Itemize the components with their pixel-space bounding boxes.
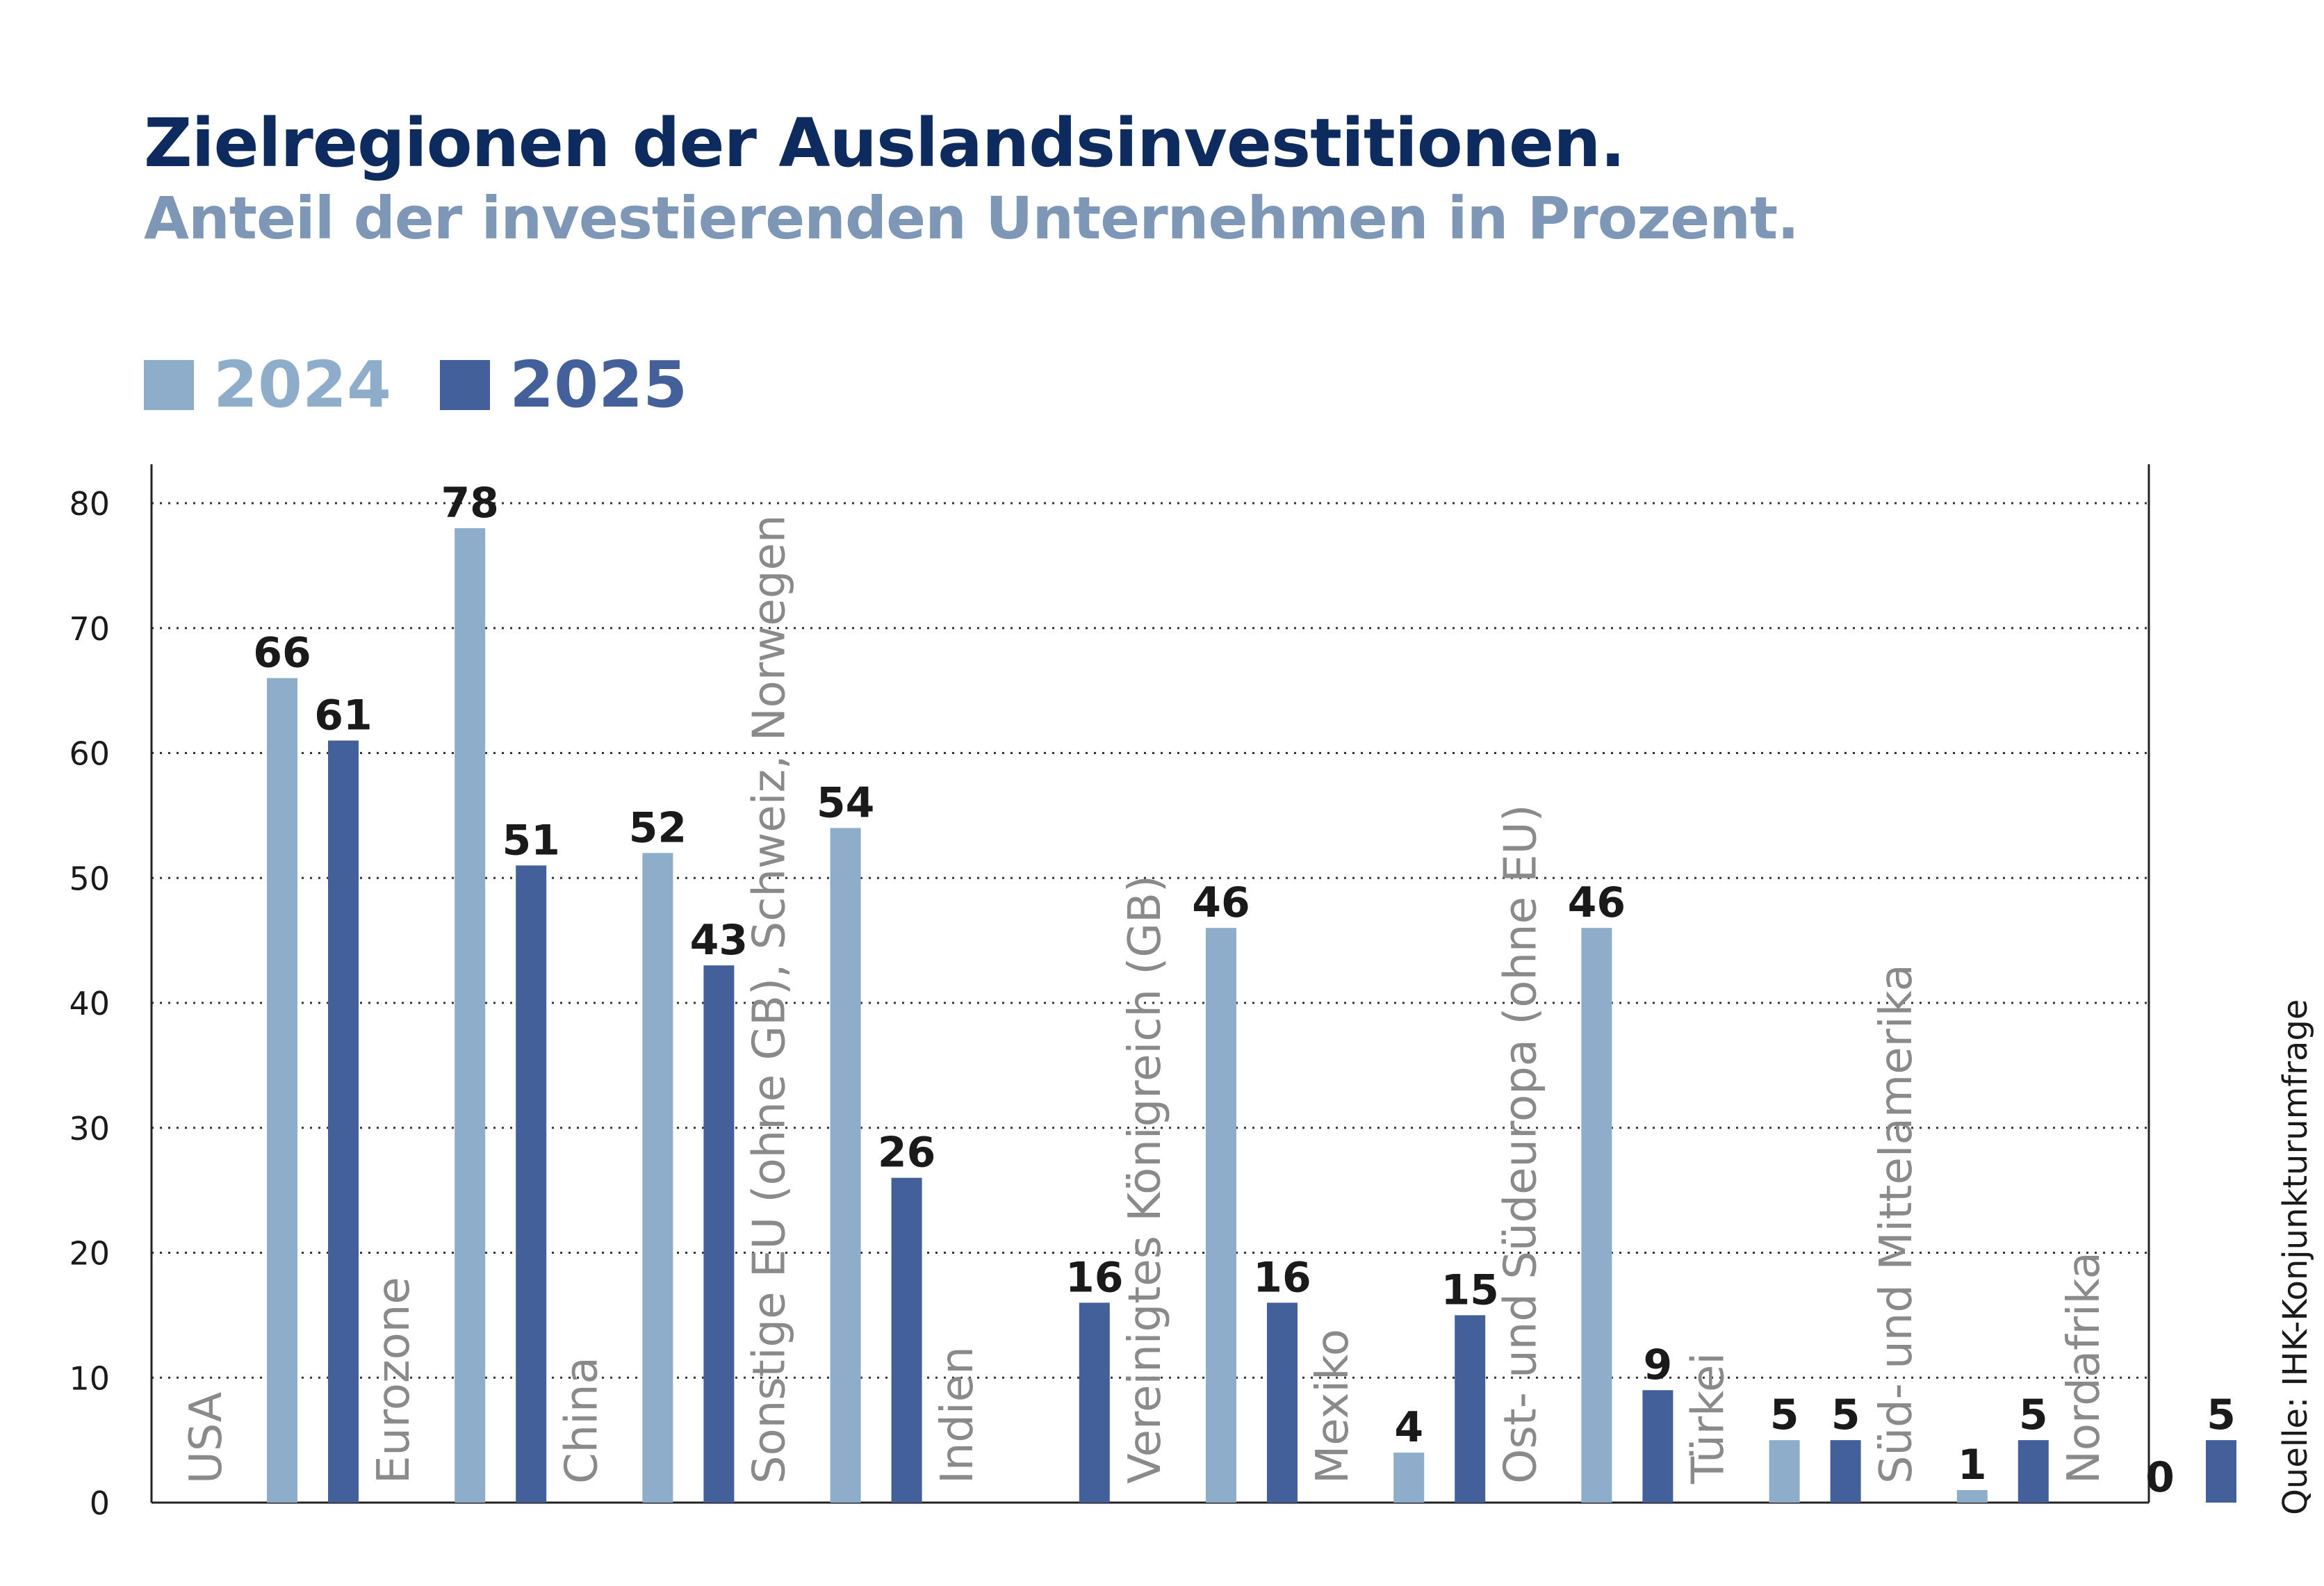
data-label: 51 bbox=[502, 816, 560, 865]
category-label: Sonstige EU (ohne GB), Schweiz, Norwegen bbox=[744, 515, 796, 1484]
bar-2024 bbox=[1581, 928, 1612, 1503]
category-label: Eurozone bbox=[368, 1277, 420, 1484]
bar-2025 bbox=[2018, 1440, 2049, 1503]
legend-swatch-2024 bbox=[144, 359, 194, 410]
bar-2025 bbox=[1079, 1302, 1110, 1503]
bar-2025 bbox=[1642, 1390, 1674, 1503]
category-label: Indien bbox=[932, 1346, 983, 1484]
data-label: 5 bbox=[2207, 1391, 2236, 1439]
y-tick-label: 80 bbox=[69, 485, 110, 523]
category-label: USA bbox=[181, 1391, 232, 1484]
data-label: 43 bbox=[690, 916, 748, 965]
category-label: Mexiko bbox=[1307, 1329, 1359, 1484]
data-label: 9 bbox=[1644, 1341, 1673, 1389]
data-label: 15 bbox=[1441, 1266, 1499, 1314]
data-label: 61 bbox=[314, 692, 373, 740]
legend-swatch-2025 bbox=[440, 359, 491, 410]
bar-2024 bbox=[1206, 928, 1236, 1503]
y-tick-label: 50 bbox=[69, 860, 110, 897]
data-label: 52 bbox=[629, 803, 687, 852]
bar-2024 bbox=[1769, 1440, 1800, 1503]
y-tick-label: 60 bbox=[69, 735, 110, 773]
y-tick-label: 30 bbox=[69, 1110, 110, 1147]
data-label: 0 bbox=[2145, 1453, 2175, 1502]
bar-2024 bbox=[1956, 1490, 1988, 1503]
bar-2025 bbox=[1267, 1302, 1298, 1503]
data-label: 66 bbox=[253, 629, 311, 678]
legend-label-2024: 2024 bbox=[213, 348, 392, 422]
category-label: Vereinigtes Königreich (GB) bbox=[1120, 875, 1171, 1484]
y-tick-label: 40 bbox=[69, 985, 110, 1022]
category-label: Türkei bbox=[1683, 1352, 1735, 1485]
data-label: 1 bbox=[1958, 1441, 1987, 1489]
y-tick-label: 0 bbox=[90, 1485, 110, 1522]
category-label: Süd- und Mittelamerika bbox=[1871, 964, 1922, 1484]
y-tick-label: 10 bbox=[69, 1359, 110, 1397]
data-label: 46 bbox=[1192, 878, 1250, 927]
bar-2024 bbox=[642, 853, 673, 1503]
bar-2025 bbox=[328, 740, 359, 1503]
bar-2024 bbox=[1393, 1453, 1425, 1503]
bar-2025 bbox=[2206, 1440, 2236, 1503]
data-label: 46 bbox=[1568, 878, 1626, 927]
bar-2025 bbox=[703, 965, 735, 1503]
category-label: Ost- und Südeuropa (ohne EU) bbox=[1495, 804, 1546, 1484]
bar-2024 bbox=[830, 828, 861, 1503]
data-label: 16 bbox=[1065, 1253, 1124, 1302]
data-label: 26 bbox=[878, 1129, 936, 1177]
source-note: Quelle: IHK-Konjunkturumfrage bbox=[2276, 999, 2315, 1515]
bar-2025 bbox=[1455, 1315, 1486, 1503]
chart-subtitle: Anteil der investierenden Unternehmen in… bbox=[144, 184, 1799, 252]
chart-title: Zielregionen der Auslandsinvestitionen. bbox=[144, 104, 1626, 182]
bar-2025 bbox=[1830, 1440, 1861, 1503]
legend-label-2025: 2025 bbox=[509, 348, 688, 422]
data-label: 5 bbox=[1831, 1391, 1860, 1439]
data-label: 78 bbox=[441, 479, 499, 528]
data-label: 54 bbox=[817, 778, 875, 827]
y-tick-label: 70 bbox=[69, 610, 110, 648]
bar-2024 bbox=[455, 528, 486, 1503]
legend: 2024 2025 bbox=[144, 348, 736, 422]
y-tick-label: 20 bbox=[69, 1235, 110, 1273]
data-label: 4 bbox=[1394, 1403, 1423, 1452]
legend-item-2025: 2025 bbox=[440, 348, 687, 422]
data-label: 5 bbox=[2019, 1391, 2048, 1439]
category-label: Nordafrika bbox=[2059, 1252, 2110, 1484]
bar-2025 bbox=[891, 1177, 922, 1503]
bar-2025 bbox=[516, 865, 547, 1503]
data-label: 5 bbox=[1770, 1391, 1799, 1439]
legend-item-2024: 2024 bbox=[144, 348, 391, 422]
category-label: China bbox=[556, 1357, 607, 1484]
bar-2024 bbox=[267, 678, 297, 1503]
data-label: 16 bbox=[1253, 1253, 1311, 1302]
